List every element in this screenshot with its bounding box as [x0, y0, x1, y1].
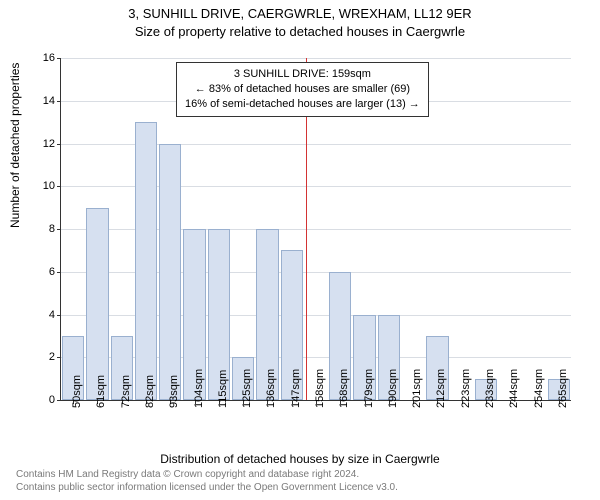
y-axis-label: Number of detached properties [8, 63, 22, 228]
annotation-line: ← 83% of detached houses are smaller (69… [185, 82, 420, 97]
annotation-line: 16% of semi-detached houses are larger (… [185, 97, 420, 112]
y-tick-mark [57, 58, 61, 59]
y-tick-mark [57, 144, 61, 145]
gridline [61, 58, 571, 59]
y-tick-mark [57, 272, 61, 273]
chart-subtitle: Size of property relative to detached ho… [0, 24, 600, 39]
bar [86, 208, 108, 400]
bar [135, 122, 157, 400]
x-axis-label: Distribution of detached houses by size … [0, 452, 600, 466]
y-tick-mark [57, 315, 61, 316]
plot-area: 3 SUNHILL DRIVE: 159sqm← 83% of detached… [60, 58, 571, 401]
annotation-box: 3 SUNHILL DRIVE: 159sqm← 83% of detached… [176, 62, 429, 117]
credits: Contains HM Land Registry data © Crown c… [16, 468, 398, 494]
y-tick-mark [57, 357, 61, 358]
y-tick-mark [57, 229, 61, 230]
annotation-line: 3 SUNHILL DRIVE: 159sqm [185, 67, 420, 82]
y-tick-mark [57, 400, 61, 401]
credits-line: Contains HM Land Registry data © Crown c… [16, 468, 398, 481]
bar [159, 144, 181, 401]
y-tick-mark [57, 101, 61, 102]
chart-title: 3, SUNHILL DRIVE, CAERGWRLE, WREXHAM, LL… [0, 6, 600, 21]
y-tick-mark [57, 186, 61, 187]
credits-line: Contains public sector information licen… [16, 481, 398, 494]
